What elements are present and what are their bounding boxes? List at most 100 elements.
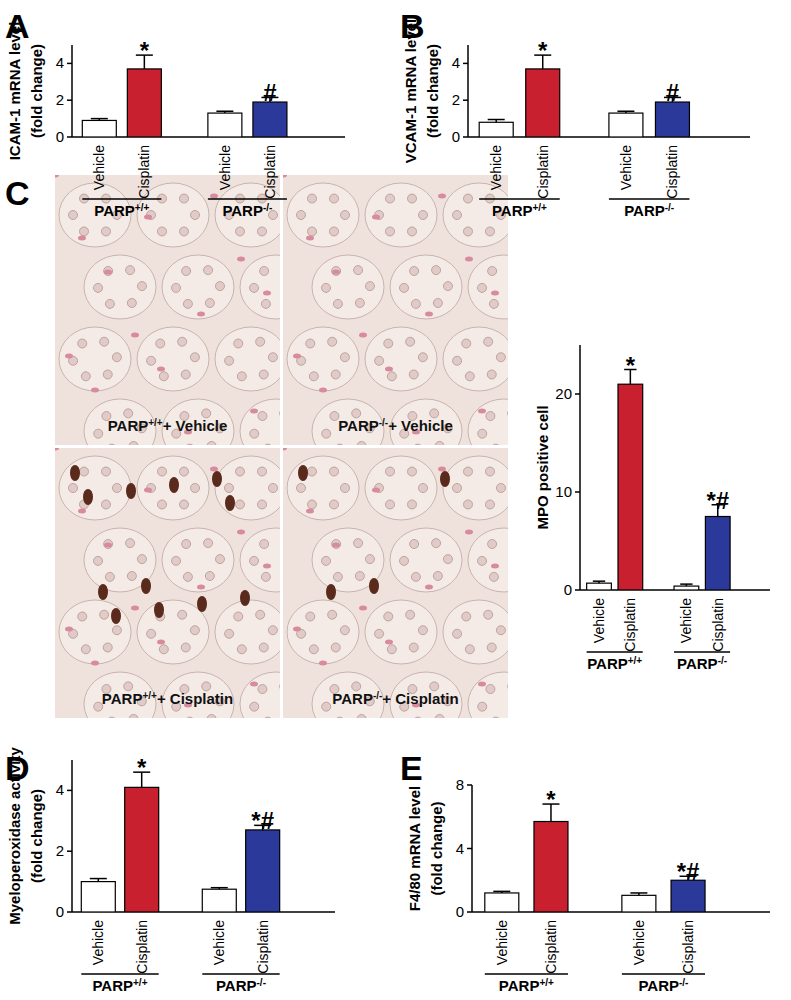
nucleus bbox=[190, 353, 199, 362]
nucleus bbox=[432, 266, 441, 275]
nucleus bbox=[355, 571, 364, 580]
group-label: PARP-/- bbox=[624, 202, 674, 220]
pink-cell bbox=[283, 448, 287, 451]
nucleus bbox=[496, 626, 505, 635]
micrograph-label: PARP+/++ Vehicle bbox=[108, 417, 228, 435]
bar bbox=[202, 889, 236, 912]
nucleus bbox=[340, 353, 349, 362]
nucleus bbox=[331, 643, 340, 652]
error-bar bbox=[211, 888, 228, 890]
nucleus bbox=[181, 370, 190, 379]
nucleus bbox=[322, 556, 331, 565]
tubule bbox=[240, 255, 280, 319]
nucleus bbox=[204, 539, 213, 548]
label-sup: +/+ bbox=[142, 690, 157, 701]
pink-cell bbox=[157, 367, 165, 372]
bar bbox=[246, 830, 280, 912]
nucleus bbox=[333, 299, 342, 308]
nucleus bbox=[478, 556, 487, 565]
category-label: Vehicle bbox=[217, 145, 233, 190]
nucleus bbox=[418, 626, 427, 635]
nucleus bbox=[236, 227, 245, 236]
nucleus bbox=[172, 556, 181, 565]
error-cap bbox=[630, 892, 647, 894]
y-axis-label: VCAM-1 mRNA level bbox=[402, 19, 419, 163]
nucleus bbox=[408, 467, 417, 476]
pink-cell bbox=[104, 543, 112, 548]
group-label: PARP-/- bbox=[222, 202, 272, 220]
bar-chart: BVCAM-1 mRNA level(fold change)024*#Vehi… bbox=[400, 7, 750, 219]
nucleus bbox=[236, 467, 245, 476]
y-tick bbox=[463, 136, 468, 138]
tissue bbox=[55, 448, 280, 718]
nucleus bbox=[341, 211, 350, 220]
nucleus bbox=[156, 339, 165, 348]
nucleus bbox=[330, 227, 339, 236]
y-axis-label: F4/80 mRNA level bbox=[406, 786, 423, 911]
error-cap bbox=[617, 110, 634, 112]
pink-cell bbox=[250, 682, 258, 687]
y-tick-label: 2 bbox=[56, 91, 64, 108]
nucleus bbox=[261, 572, 270, 581]
nucleus bbox=[260, 540, 269, 549]
group-line bbox=[674, 651, 730, 653]
group-sup: -/- bbox=[665, 202, 674, 213]
nucleus bbox=[375, 629, 384, 638]
nucleus bbox=[365, 282, 374, 291]
y-tick-label: 2 bbox=[56, 842, 64, 859]
error-bar bbox=[216, 111, 233, 113]
pink-cell bbox=[293, 354, 301, 359]
category-label: Cisplatin bbox=[535, 145, 551, 199]
nucleus bbox=[172, 283, 181, 292]
nucleus bbox=[250, 556, 259, 565]
nucleus bbox=[258, 467, 267, 476]
nucleus bbox=[225, 356, 234, 365]
nucleus bbox=[297, 484, 306, 493]
significance-mark: * bbox=[626, 352, 636, 379]
nucleus bbox=[258, 500, 267, 509]
tubule bbox=[162, 255, 234, 319]
group-label: PARP+/+ bbox=[587, 655, 642, 673]
group-label: PARP-/- bbox=[677, 655, 727, 673]
nucleus bbox=[386, 467, 395, 476]
group-sup: -/- bbox=[257, 977, 266, 988]
nucleus bbox=[80, 467, 89, 476]
tubule bbox=[137, 600, 209, 664]
nucleus bbox=[478, 429, 487, 438]
nucleus bbox=[102, 500, 111, 509]
pink-cell bbox=[385, 367, 393, 372]
nucleus bbox=[386, 500, 395, 509]
y-tick bbox=[463, 99, 468, 101]
nucleus bbox=[215, 555, 224, 564]
mpo-cell bbox=[369, 578, 379, 594]
nucleus bbox=[330, 500, 339, 509]
mpo-cell bbox=[326, 584, 336, 600]
nucleus bbox=[129, 714, 138, 718]
nucleus bbox=[280, 409, 281, 418]
pink-cell bbox=[478, 682, 486, 687]
nucleus bbox=[487, 643, 496, 652]
nucleus bbox=[488, 540, 497, 549]
nucleus bbox=[413, 717, 422, 718]
pink-cell bbox=[210, 194, 218, 199]
group-sup: -/- bbox=[718, 655, 727, 666]
nucleus bbox=[410, 267, 419, 276]
mpo-cell bbox=[83, 489, 93, 505]
group-sup: -/- bbox=[263, 202, 272, 213]
mpo-cell bbox=[298, 465, 308, 481]
nucleus bbox=[102, 467, 111, 476]
pink-cell bbox=[438, 194, 446, 199]
nucleus bbox=[127, 298, 136, 307]
error-bar bbox=[680, 584, 692, 586]
group-line bbox=[485, 973, 568, 975]
pink-cell bbox=[65, 354, 73, 359]
nucleus bbox=[234, 339, 243, 348]
nucleus bbox=[158, 227, 167, 236]
pink-cell bbox=[104, 270, 112, 275]
nucleus bbox=[478, 283, 487, 292]
nucleus bbox=[260, 267, 269, 276]
figure: CPARP+/++ VehiclePARP-/-+ VehiclePARP+/+… bbox=[0, 0, 791, 1000]
nucleus bbox=[309, 372, 318, 381]
bar-chart: AICAM-1 mRNA level(fold change)024*#Vehi… bbox=[5, 7, 345, 219]
mpo-cell bbox=[70, 465, 80, 481]
